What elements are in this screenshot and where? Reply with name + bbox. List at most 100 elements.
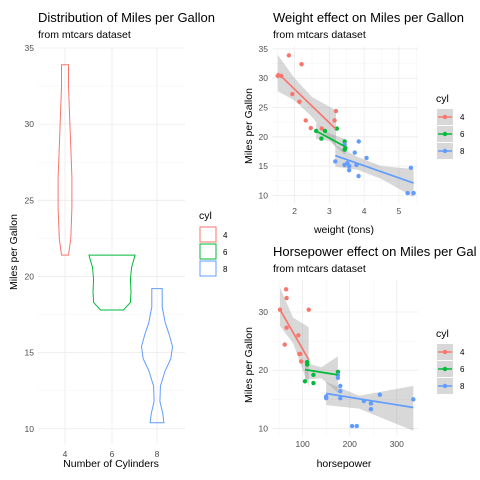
point-cyl-8 [354,423,359,429]
point-cyl-6 [302,379,308,384]
weight-x-axis-title: weight (tons) [313,224,374,236]
point-cyl-4 [290,91,295,97]
point-cyl-8 [405,190,410,196]
legend-key-point-cyl-4 [442,349,448,355]
point-cyl-4 [297,99,302,104]
x-tick-label: 200 [343,439,357,449]
violin-cyl-6 [88,254,136,311]
point-cyl-8 [338,388,343,394]
legend-label: 6 [460,365,465,374]
y-tick-label: 10 [25,424,35,434]
legend-key-point-cyl-4 [442,114,448,120]
point-cyl-4 [303,118,308,123]
point-cyl-8 [411,190,416,196]
confidence-band-cyl-8 [326,381,414,431]
weight-chart-subtitle: from mtcars dataset [273,29,366,41]
point-cyl-8 [352,150,357,155]
horsepower-chart-subtitle: from mtcars dataset [273,263,366,275]
point-cyl-6 [322,128,328,134]
point-cyl-6 [334,126,340,131]
point-cyl-4 [284,325,289,330]
point-cyl-4 [299,61,304,67]
legend-label: 6 [460,130,465,139]
point-cyl-8 [411,397,416,402]
y-tick-label: 10 [259,423,269,433]
x-tick-label: 2 [292,206,297,216]
x-tick-label: 8 [155,449,160,459]
violin-cyl-8 [140,288,174,424]
point-cyl-8 [323,395,329,401]
y-tick-label: 20 [259,365,269,375]
legend-label: 8 [460,382,465,391]
y-tick-label: 30 [259,73,269,83]
point-cyl-8 [364,155,369,161]
weight-legend-title: cyl [436,93,449,105]
legend-label: 4 [460,348,465,357]
point-cyl-4 [283,287,289,292]
y-tick-label: 35 [25,43,35,53]
legend-label: 4 [223,231,228,240]
weight-y-axis-title: Miles per Gallon [243,88,255,164]
legend-label: 4 [460,113,465,122]
horsepower-plot-area: 10 20 30 100 200 300 [259,280,418,449]
point-cyl-4 [333,108,339,114]
point-cyl-8 [349,423,355,429]
point-cyl-8 [338,383,343,389]
fit-line-cyl-8 [334,154,414,184]
point-cyl-8 [368,401,374,406]
violin-chart-subtitle: from mtcars dataset [38,29,131,41]
point-cyl-4 [282,342,287,347]
violin-x-axis-title: Number of Cylinders [63,458,159,470]
fit-line-cyl-6 [315,130,346,148]
point-cyl-8 [346,167,352,173]
y-tick-label: 30 [25,119,35,129]
legend-key-point-cyl-6 [442,131,448,137]
horsepower-x-axis-title: horsepower [317,458,372,470]
y-tick-label: 15 [25,348,35,358]
horsepower-legend: 4 6 8 [437,344,465,394]
legend-key-point-cyl-6 [442,366,448,372]
point-cyl-4 [299,359,304,364]
x-tick-label: 100 [296,439,310,449]
point-cyl-4 [284,295,289,301]
violin-chart-title: Distribution of Miles per Gallon [38,10,215,25]
confidence-band-cyl-8 [335,145,414,198]
legend-key-point-cyl-8 [442,383,448,389]
point-cyl-4 [286,53,292,58]
point-cyl-8 [408,165,414,171]
fit-line-cyl-4 [279,309,310,361]
violin-cyl-4 [57,64,73,256]
violin-y-axis-title: Miles per Gallon [8,214,20,290]
point-cyl-4 [332,118,337,123]
point-cyl-4 [306,307,311,312]
y-tick-label: 25 [25,195,35,205]
y-tick-label: 10 [259,190,269,200]
x-tick-label: 300 [390,439,404,449]
y-tick-label: 35 [259,44,269,54]
fit-line-cyl-4 [277,72,337,130]
point-cyl-6 [311,372,316,378]
legend-key-cyl-6 [199,243,217,260]
x-tick-label: 3 [327,206,332,216]
y-tick-label: 15 [259,161,269,171]
fit-line-cyl-6 [304,368,339,376]
violin-legend-title: cyl [199,210,212,222]
point-cyl-8 [356,139,361,144]
fit-line-cyl-8 [326,392,414,409]
legend-label: 8 [223,265,228,274]
point-cyl-8 [333,159,338,164]
x-tick-label: 6 [110,449,115,459]
horsepower-legend-title: cyl [436,328,449,340]
legend-label: 6 [223,248,228,257]
horsepower-y-axis-title: Miles per Gallon [243,327,255,403]
point-cyl-8 [377,392,383,397]
point-cyl-4 [298,351,303,357]
weight-legend: 4 6 8 [437,109,465,159]
weight-plot-area: 10 15 20 25 30 35 2 3 4 5 [259,44,418,216]
point-cyl-4 [296,333,301,338]
point-cyl-8 [338,395,343,401]
y-tick-label: 30 [259,307,269,317]
point-cyl-8 [368,407,374,412]
